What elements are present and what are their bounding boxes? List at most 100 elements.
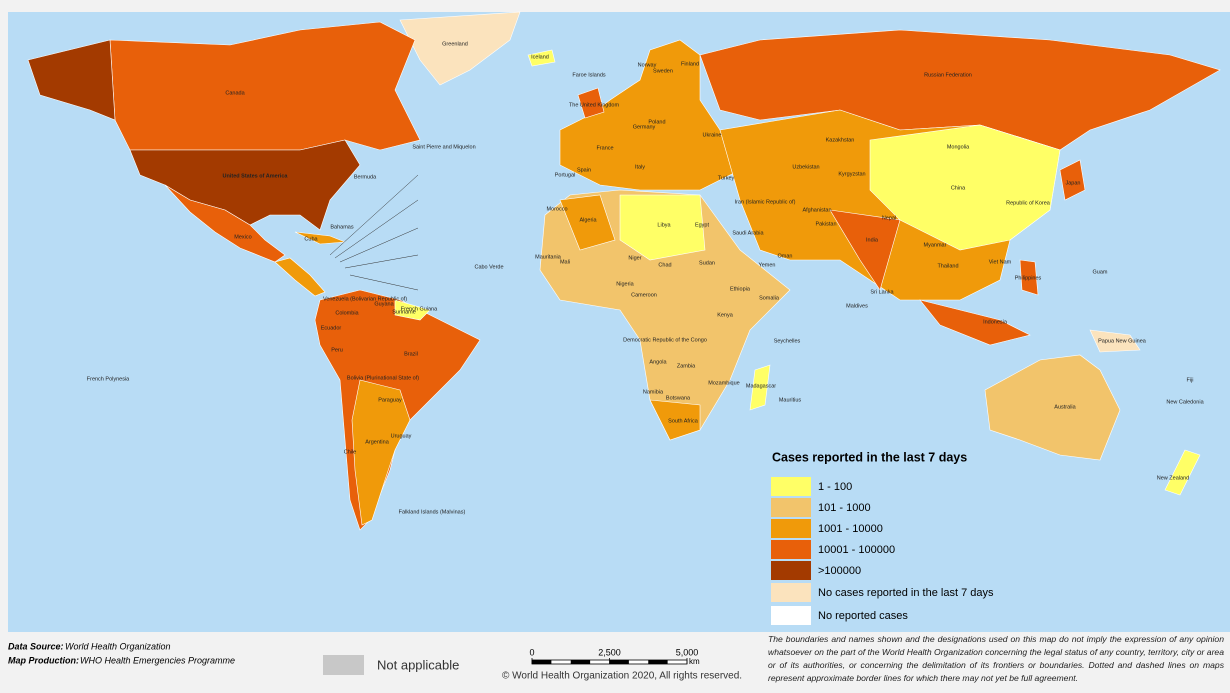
country-label: Cameroon (631, 292, 657, 298)
country-label: Mauritania (535, 254, 562, 260)
mexico (164, 184, 286, 263)
country-label: Angola (649, 359, 667, 365)
country-label: Morocco (546, 206, 567, 212)
country-label: Chile (344, 449, 357, 455)
central-america (274, 257, 326, 297)
land (27, 11, 1221, 531)
country-label: French Polynesia (87, 376, 130, 382)
country-label: Kazakhstan (826, 137, 855, 143)
country-label: Ukraine (703, 132, 722, 138)
country-label: Falkland Islands (Malvinas) (399, 509, 466, 515)
country-label: Fiji (1186, 377, 1193, 383)
legend-swatch (771, 540, 811, 559)
legend-swatch (771, 606, 811, 625)
madagascar (749, 364, 771, 411)
country-label: Bermuda (354, 174, 377, 180)
country-label: Ethiopia (730, 286, 751, 292)
legend-label: 1001 - 10000 (818, 523, 883, 535)
country-label: Philippines (1015, 275, 1042, 281)
scale-bar-segment (532, 660, 552, 664)
country-label: India (866, 237, 879, 243)
country-label: Niger (628, 255, 641, 261)
country-label: Suriname (392, 309, 416, 315)
country-label: Mauritius (779, 397, 802, 403)
country-label: Colombia (335, 310, 359, 316)
country-label: Libya (657, 222, 671, 228)
alaska (27, 39, 116, 121)
country-label: Iceland (531, 54, 549, 60)
country-label: Sudan (699, 260, 715, 266)
country-label: Mozambique (708, 380, 740, 386)
country-label: Somalia (759, 295, 780, 301)
source: World Health Organization (65, 641, 171, 651)
country-label: New Caledonia (1166, 399, 1204, 405)
country-label: Greenland (442, 41, 468, 47)
country-label: Papua New Guinea (1098, 338, 1147, 344)
country-label: Chad (658, 262, 671, 268)
country-label: Bahamas (330, 224, 353, 230)
source-label: Data Source: (8, 641, 64, 651)
country-label: Botswana (666, 395, 691, 401)
south-africa (649, 399, 701, 441)
country-label: Portugal (555, 172, 576, 178)
country-label: South Africa (668, 418, 699, 424)
japan (1059, 159, 1086, 201)
country-label: Italy (635, 164, 645, 170)
country-label: Ecuador (321, 325, 342, 331)
country-label: Sweden (653, 68, 673, 74)
uk (577, 87, 605, 119)
scale-tick-label: 5,000 (676, 647, 699, 657)
iceland (527, 49, 556, 67)
country-label: Norway (638, 62, 657, 68)
argentina (351, 379, 411, 526)
legend-label: 101 - 1000 (818, 502, 871, 514)
legend-label: 10001 - 100000 (818, 544, 895, 556)
callout (339, 227, 419, 263)
country-label: New Zealand (1157, 475, 1189, 481)
country-label: Yemen (759, 262, 776, 268)
country-label: Guam (1093, 269, 1108, 275)
country-label: Nepal (882, 215, 896, 221)
country-label: Saudi Arabia (732, 230, 764, 236)
country-label: Bolivia (Plurinational State of) (347, 375, 419, 381)
legend-swatch (771, 561, 811, 580)
scale-bar-segment (570, 660, 591, 664)
legend-swatch (771, 583, 811, 602)
callout (334, 199, 419, 259)
country-label: Seychelles (774, 338, 801, 344)
country-label: Kyrgyzstan (838, 171, 865, 177)
callout-lines (329, 174, 419, 291)
legend-title: Cases reported in the last 7 days (772, 450, 967, 464)
country-label: Russian Federation (924, 72, 972, 78)
country-label: Australia (1054, 404, 1076, 410)
legend-swatch (771, 477, 811, 496)
country-label: Saint Pierre and Miquelon (412, 144, 475, 150)
country-label: Mexico (234, 234, 251, 240)
scale-bar-segment (609, 660, 629, 664)
scale-unit: km (689, 657, 700, 666)
country-label: Spain (577, 167, 591, 173)
india (829, 209, 901, 291)
not-applicable-swatch (323, 655, 364, 675)
legend-swatch (771, 519, 811, 538)
country-label: Afghanistan (802, 207, 831, 213)
country-label: Republic of Korea (1006, 200, 1051, 206)
australia (984, 354, 1121, 461)
china (869, 124, 1061, 251)
country-label: Japan (1066, 180, 1081, 186)
country-label: The United Kingdom (569, 102, 620, 108)
country-label: Finland (681, 61, 699, 67)
country-label: China (951, 185, 966, 191)
country-label: Guyana (374, 301, 394, 307)
legend: 1 - 100 101 - 1000 1001 - 10000 10001 - 100… (771, 477, 994, 625)
indonesia (919, 299, 1031, 346)
country-label: French Guiana (401, 306, 438, 312)
country-label: Thailand (937, 263, 958, 269)
scale-tick-label: 2,500 (598, 647, 621, 657)
country-label: Germany (633, 124, 656, 130)
legend-label: No cases reported in the last 7 days (818, 587, 994, 599)
country-label: France (596, 145, 613, 151)
